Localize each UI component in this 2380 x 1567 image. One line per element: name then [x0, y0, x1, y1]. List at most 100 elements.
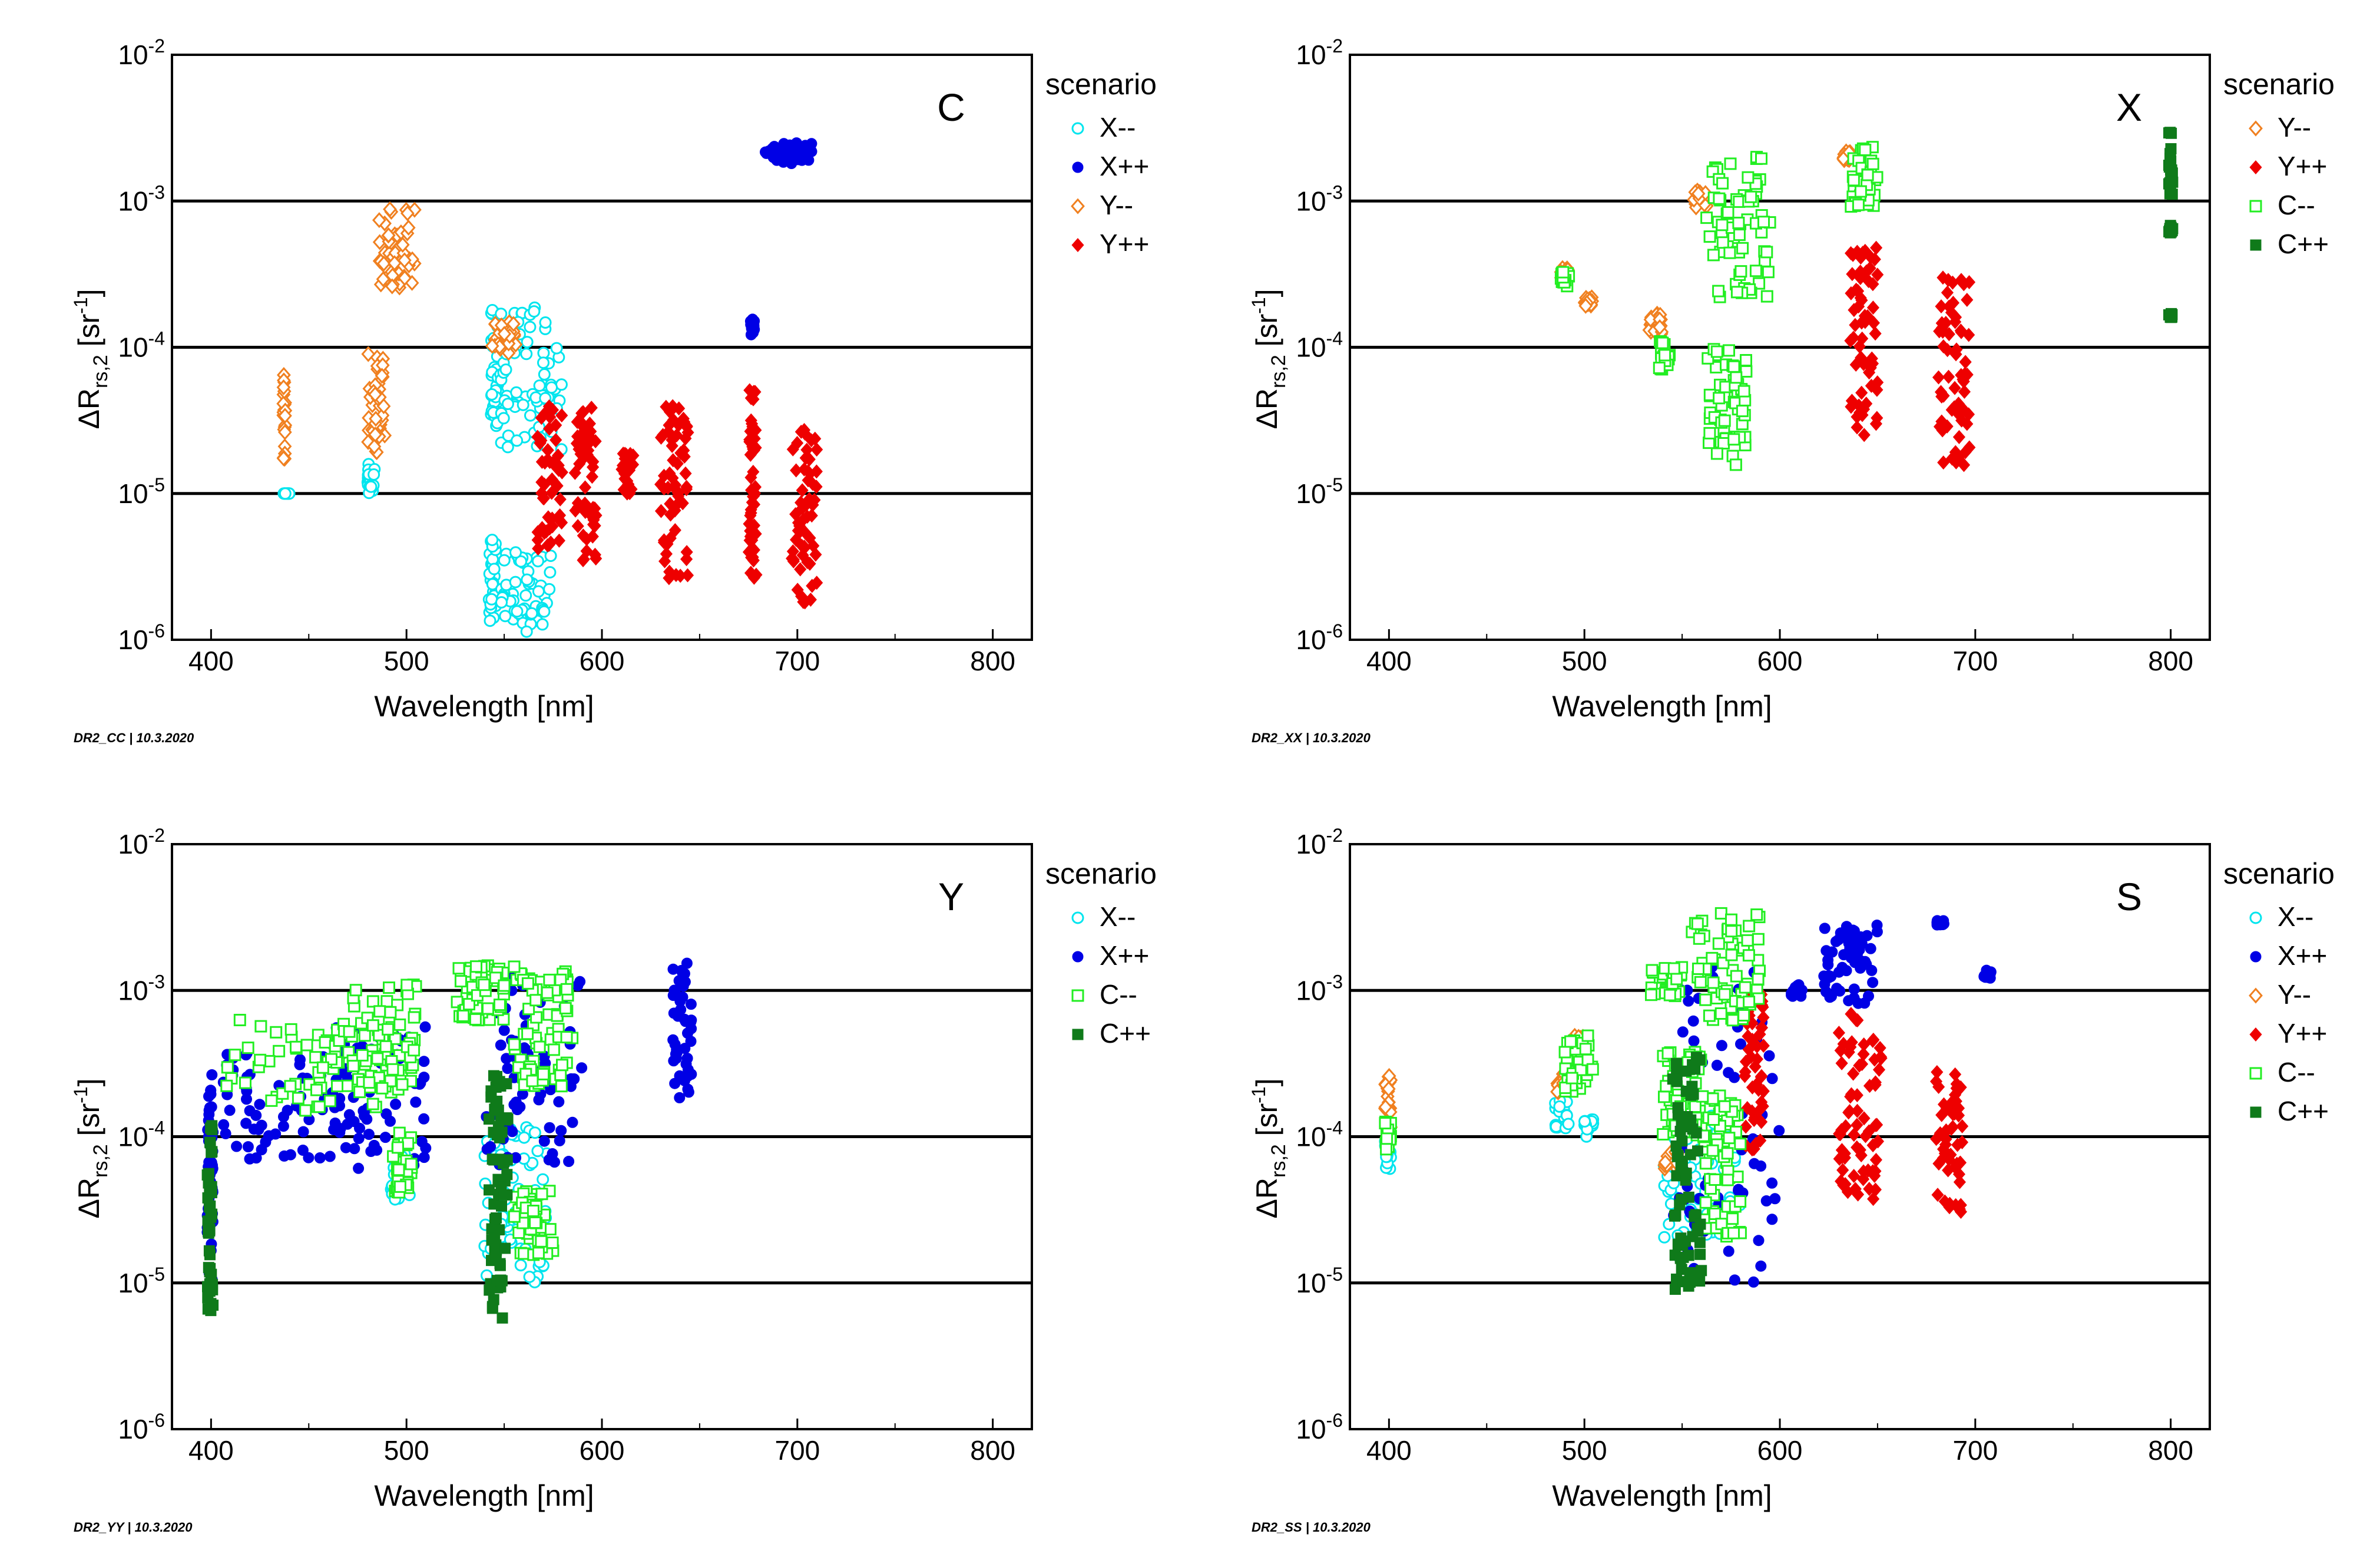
data-point — [1773, 1125, 1785, 1136]
data-point — [1718, 988, 1731, 1001]
data-point — [1693, 932, 1706, 945]
data-point — [796, 548, 809, 563]
data-point — [358, 1029, 371, 1042]
data-point — [511, 434, 524, 447]
legend-marker — [2249, 1067, 2262, 1080]
data-point — [1841, 1185, 1854, 1199]
data-point — [497, 326, 512, 342]
data-point — [511, 605, 524, 618]
data-point — [560, 983, 573, 996]
data-point — [366, 995, 379, 1008]
data-point — [1746, 1080, 1759, 1095]
data-point — [555, 515, 568, 530]
data-point — [746, 518, 759, 533]
data-point — [1661, 1047, 1674, 1060]
data-point — [677, 411, 690, 426]
data-point — [809, 431, 822, 446]
data-point — [1755, 152, 1767, 165]
data-point — [517, 398, 529, 411]
data-point — [242, 1141, 254, 1153]
data-point — [1670, 1140, 1682, 1152]
data-point — [744, 566, 757, 580]
data-point — [519, 589, 532, 602]
data-point — [551, 448, 565, 463]
data-point — [673, 401, 686, 416]
data-point — [1578, 297, 1593, 314]
data-point — [353, 1162, 365, 1174]
data-point — [376, 1082, 389, 1095]
data-point — [1869, 1152, 1882, 1167]
y-tick-label: 10-6 — [118, 1410, 165, 1444]
data-point — [1750, 908, 1763, 921]
legend-label: X-- — [1100, 112, 1136, 143]
data-point — [1852, 299, 1865, 314]
data-point — [810, 464, 823, 479]
data-point — [538, 455, 551, 470]
data-point — [1676, 1116, 1687, 1128]
data-point — [514, 1259, 527, 1272]
data-point — [1683, 995, 1694, 1007]
data-point — [1717, 437, 1730, 449]
series-Y++ — [1844, 240, 1976, 472]
data-point — [1962, 275, 1976, 290]
footer-note: DR2_XX | 10.3.2020 — [1252, 730, 1371, 745]
data-point — [405, 1158, 418, 1171]
data-point — [1818, 970, 1830, 982]
data-point — [576, 419, 589, 434]
series-C-- — [1379, 907, 1766, 1243]
series-C-- — [1554, 141, 1884, 471]
data-point — [1871, 375, 1884, 390]
data-point — [1859, 315, 1872, 329]
legend-marker — [2249, 200, 2262, 213]
data-point — [682, 1070, 694, 1082]
y-tick-label: 10-2 — [1296, 35, 1343, 70]
data-point — [496, 1275, 508, 1287]
data-point — [524, 320, 537, 333]
data-point — [1658, 1090, 1670, 1103]
legend-marker — [2249, 1027, 2262, 1042]
data-point — [590, 508, 603, 523]
data-point — [1845, 394, 1858, 408]
data-point — [539, 524, 553, 539]
x-tick-label: 800 — [2148, 646, 2193, 676]
footer-note: DR2_YY | 10.3.2020 — [74, 1520, 193, 1535]
data-point — [1752, 933, 1765, 946]
x-axis-title: Wavelength [nm] — [374, 690, 594, 723]
data-point — [408, 1011, 421, 1024]
data-point — [485, 338, 499, 354]
data-point — [1703, 427, 1716, 439]
data-point — [1671, 1076, 1683, 1087]
data-point — [535, 1235, 548, 1248]
data-point — [1557, 266, 1570, 279]
data-point — [1752, 973, 1765, 986]
data-point — [418, 1056, 430, 1067]
data-point — [1862, 1124, 1875, 1139]
data-point — [544, 550, 557, 562]
x-tick-label: 600 — [1757, 646, 1803, 676]
data-point — [1667, 962, 1680, 975]
data-point — [452, 962, 465, 975]
data-point — [276, 450, 291, 467]
data-point — [284, 1149, 296, 1161]
data-point — [1737, 1009, 1750, 1021]
data-point — [484, 1184, 495, 1196]
data-point — [303, 1152, 315, 1163]
data-point — [1380, 1143, 1393, 1156]
data-point — [549, 1156, 560, 1168]
data-point — [555, 408, 568, 423]
legend-marker — [2249, 160, 2262, 175]
data-point — [379, 1040, 392, 1053]
x-tick-label: 500 — [1562, 646, 1607, 676]
data-point — [1689, 1100, 1702, 1113]
data-point — [681, 957, 693, 969]
x-tick-label: 700 — [774, 646, 820, 676]
data-point — [680, 552, 693, 567]
data-point — [400, 978, 413, 991]
data-point — [224, 1105, 236, 1116]
legend-title: scenario — [1045, 68, 1157, 101]
data-point — [382, 1023, 395, 1036]
legend-marker — [1071, 911, 1084, 924]
data-point — [1739, 1119, 1752, 1134]
data-point — [494, 1132, 505, 1143]
data-point — [1863, 1079, 1876, 1093]
